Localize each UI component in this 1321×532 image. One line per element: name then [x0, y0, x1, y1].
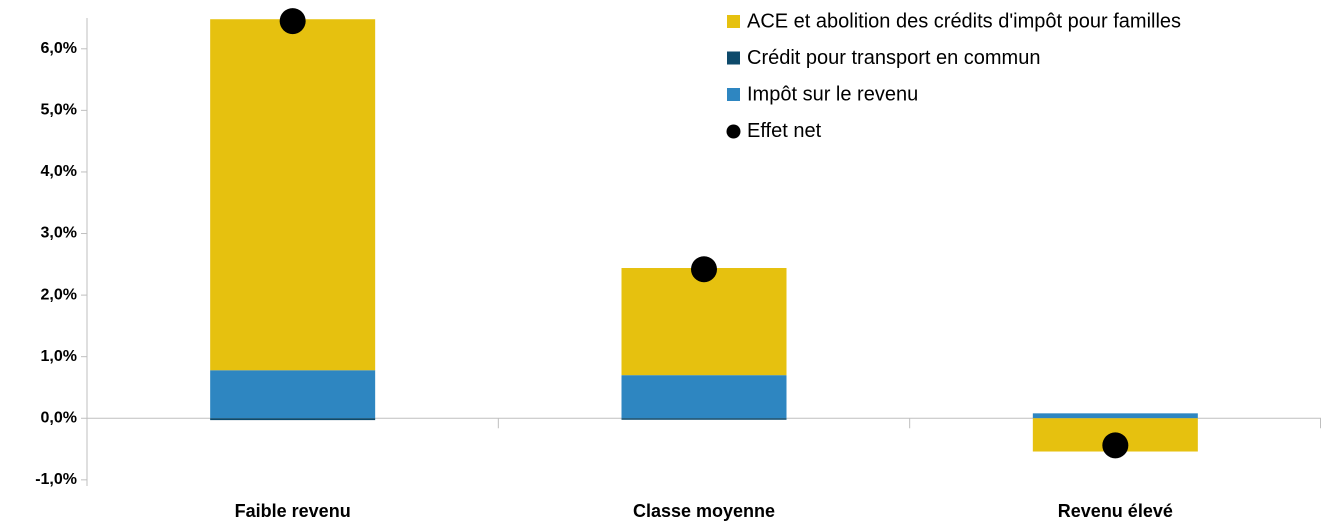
y-tick-label: 5,0% — [41, 102, 77, 119]
y-tick-label: -1,0% — [35, 471, 77, 488]
x-tick-label: Faible revenu — [235, 501, 351, 521]
y-tick-label: 4,0% — [41, 163, 77, 180]
y-tick-label: 1,0% — [41, 348, 77, 365]
legend-swatch — [727, 15, 740, 28]
y-tick-label: 0,0% — [41, 409, 77, 426]
y-tick-label: 6,0% — [41, 40, 77, 57]
bar-segment — [210, 370, 376, 419]
legend-label: Crédit pour transport en commun — [747, 47, 1040, 69]
legend-swatch — [727, 88, 740, 101]
bar-segment — [1032, 413, 1198, 419]
bar-segment — [621, 268, 787, 376]
legend-label: ACE et abolition des crédits d'impôt pou… — [747, 10, 1181, 32]
net-effect-dot — [691, 256, 717, 283]
net-effect-dot — [1102, 432, 1129, 459]
bar-segment — [210, 418, 376, 421]
legend-swatch — [726, 124, 741, 139]
bar-segment — [210, 19, 376, 371]
net-effect-dot — [279, 8, 306, 35]
y-tick-label: 3,0% — [41, 225, 77, 242]
x-tick-label: Classe moyenne — [633, 501, 775, 521]
bar-segment — [621, 418, 787, 420]
x-tick-label: Revenu élevé — [1058, 501, 1173, 521]
legend-swatch — [727, 51, 740, 65]
legend-label: Effet net — [747, 120, 822, 142]
bar-segment — [621, 375, 787, 419]
y-tick-label: 2,0% — [41, 286, 77, 303]
legend-label: Impôt sur le revenu — [747, 83, 918, 105]
